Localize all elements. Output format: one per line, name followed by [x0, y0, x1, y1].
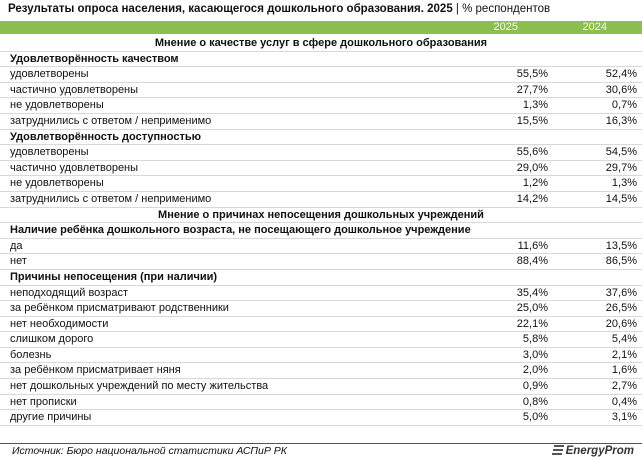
row-label: неподходящий возраст [10, 286, 128, 299]
logo: EnergyProm [551, 444, 634, 457]
data-row: частично удовлетворены 27,7% 30,6% [0, 83, 642, 99]
row-label: болезнь [10, 348, 52, 361]
cell-value: 14,5% [605, 192, 637, 205]
data-row: за ребёнком присматривает няня 2,0% 1,6% [0, 363, 642, 380]
cell-value: 0,4% [611, 395, 637, 408]
cell-value: 0,7% [611, 99, 637, 112]
section-header: Мнение о качестве услуг в сфере дошкольн… [0, 36, 642, 52]
cell-value: 1,3% [611, 177, 637, 190]
data-row: нет дошкольных учреждений по месту жител… [0, 379, 642, 395]
data-row: нет 88,4% 86,5% [0, 254, 642, 270]
cell-value: 1,3% [522, 99, 548, 112]
title: Результаты опроса населения, касающегося… [8, 3, 453, 15]
group-row: Наличие ребёнка дошкольного возраста, не… [0, 223, 642, 239]
cell-value: 55,5% [516, 68, 548, 81]
row-label: удовлетворены [10, 68, 89, 81]
cell-value: 25,0% [516, 302, 548, 315]
footer: Источник: Бюро национальной статистики А… [0, 443, 642, 460]
group-title: Причины непосещения (при наличии) [10, 270, 218, 283]
cell-value: 55,6% [516, 146, 548, 159]
cell-value: 88,4% [516, 255, 548, 268]
row-label: не удовлетворены [10, 177, 104, 190]
cell-value: 29,7% [605, 161, 637, 174]
column-header: 2025 2024 [0, 21, 642, 34]
data-row: удовлетворены 55,5% 52,4% [0, 67, 642, 83]
cell-value: 0,9% [522, 380, 548, 393]
cell-value: 37,6% [605, 286, 637, 299]
table: Мнение о качестве услуг в сфере дошкольн… [0, 36, 642, 426]
row-label: частично удовлетворены [10, 83, 139, 96]
row-label: затруднились с ответом / неприменимо [10, 192, 212, 205]
section-header: Мнение о причинах непосещения дошкольных… [0, 208, 642, 224]
cell-value: 14,2% [516, 192, 548, 205]
data-row: затруднились с ответом / неприменимо 14,2… [0, 192, 642, 208]
unit: | % респондентов [455, 3, 551, 15]
row-label: за ребёнком присматривают родственники [10, 302, 229, 315]
cell-value: 2,1% [611, 348, 637, 361]
data-row: не удовлетворены 1,2% 1,3% [0, 176, 642, 192]
cell-value: 5,4% [611, 333, 637, 346]
cell-value: 20,6% [605, 317, 637, 330]
group-row: Удовлетворённость доступностью [0, 130, 642, 146]
data-row: неподходящий возраст 35,4% 37,6% [0, 286, 642, 302]
cell-value: 52,4% [605, 68, 637, 81]
cell-value: 13,5% [605, 239, 637, 252]
row-label: другие причины [10, 411, 92, 424]
title-line: Результаты опроса населения, касающегося… [8, 3, 550, 15]
cell-value: 5,0% [522, 411, 548, 424]
data-row: другие причины 5,0% 3,1% [0, 410, 642, 426]
cell-value: 1,6% [611, 364, 637, 377]
cell-value: 22,1% [516, 317, 548, 330]
cell-value: 11,6% [517, 239, 548, 252]
cell-value: 26,5% [605, 302, 637, 315]
data-row: частично удовлетворены 29,0% 29,7% [0, 161, 642, 177]
data-row: нет необходимости 22,1% 20,6% [0, 317, 642, 333]
row-label: нет прописки [10, 395, 77, 408]
row-label: да [10, 239, 23, 252]
row-label: за ребёнком присматривает няня [10, 364, 181, 377]
row-label: нет дошкольных учреждений по месту жител… [10, 380, 269, 393]
column-label: 2025 [493, 21, 518, 33]
cell-value: 29,0% [516, 161, 548, 174]
data-row: болезнь 3,0% 2,1% [0, 348, 642, 364]
row-label: затруднились с ответом / неприменимо [10, 114, 212, 127]
cell-value: 35,4% [516, 286, 548, 299]
data-row: нет прописки 0,8% 0,4% [0, 395, 642, 411]
row-label: нет необходимости [10, 317, 109, 330]
data-row: не удовлетворены 1,3% 0,7% [0, 98, 642, 114]
cell-value: 27,7% [516, 83, 548, 96]
cell-value: 3,1% [611, 411, 637, 424]
cell-value: 2,7% [611, 380, 637, 393]
group-title: Наличие ребёнка дошкольного возраста, не… [10, 224, 471, 237]
row-label: слишком дорого [10, 333, 94, 346]
cell-value: 1,2% [522, 177, 548, 190]
column-label: 2024 [582, 21, 607, 33]
source: Источник: Бюро национальной статистики А… [12, 445, 287, 457]
logo-text: EnergyProm [565, 445, 634, 457]
row-label: частично удовлетворены [10, 161, 139, 174]
data-row: да 11,6% 13,5% [0, 239, 642, 255]
cell-value: 0,8% [522, 395, 548, 408]
cell-value: 3,0% [522, 348, 548, 361]
cell-value: 5,8% [522, 333, 548, 346]
group-title: Удовлетворённость доступностью [10, 130, 202, 143]
group-row: Удовлетворённость качеством [0, 52, 642, 68]
logo-icon [551, 445, 564, 455]
group-title: Удовлетворённость качеством [10, 52, 179, 65]
cell-value: 30,6% [605, 83, 637, 96]
row-label: удовлетворены [10, 146, 89, 159]
cell-value: 54,5% [605, 146, 637, 159]
data-row: затруднились с ответом / неприменимо 15,5… [0, 114, 642, 130]
cell-value: 15,5% [516, 114, 548, 127]
data-row: слишком дорого 5,8% 5,4% [0, 332, 642, 348]
data-row: удовлетворены 55,6% 54,5% [0, 145, 642, 161]
row-label: не удовлетворены [10, 99, 104, 112]
cell-value: 16,3% [605, 114, 637, 127]
cell-value: 2,0% [522, 364, 548, 377]
group-row: Причины непосещения (при наличии) [0, 270, 642, 286]
data-row: за ребёнком присматривают родственники 25… [0, 301, 642, 317]
row-label: нет [10, 255, 27, 268]
cell-value: 86,5% [605, 255, 637, 268]
